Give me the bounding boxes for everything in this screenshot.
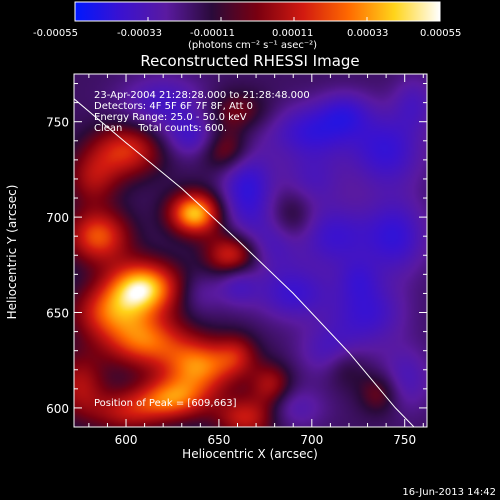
colorbar-frame <box>74 1 441 22</box>
colorbar-tick-label: -0.00011 <box>190 28 235 39</box>
info-block: 23-Apr-2004 21:28:28.000 to 21:28:48.000… <box>94 90 310 134</box>
plot-frame <box>73 73 428 428</box>
peak-position-label: Position of Peak = [609,663] <box>94 398 237 409</box>
colorbar-tick-label: 0.00011 <box>272 28 313 39</box>
colorbar-tick-label: 0.00055 <box>420 28 461 39</box>
info-line-energy: Energy Range: 25.0 - 50.0 keV <box>94 112 247 123</box>
y-tick-label: 600 <box>46 402 69 416</box>
footer-date: 16-Jun-2013 14:42 <box>402 487 496 498</box>
colorbar-unit-label: (photons cm⁻² s⁻¹ asec⁻²) <box>188 40 317 51</box>
colorbar-tick-label: 0.00033 <box>347 28 388 39</box>
colorbar-tick-label: -0.00033 <box>117 28 162 39</box>
y-tick-label: 750 <box>46 116 69 130</box>
info-line-time: 23-Apr-2004 21:28:28.000 to 21:28:48.000 <box>94 90 310 101</box>
colorbar-tick-label: -0.00055 <box>33 28 78 39</box>
plot-area <box>74 74 427 427</box>
axis-ticks: 600 650 700 750 600 650 700 750 <box>46 74 427 447</box>
x-tick-label: 650 <box>207 433 230 447</box>
y-tick-label: 700 <box>46 211 69 225</box>
info-line-detectors: Detectors: 4F 5F 6F 7F 8F, Att 0 <box>94 101 253 112</box>
chart-title: Reconstructed RHESSI Image <box>140 52 359 70</box>
y-axis-label: Heliocentric Y (arcsec) <box>5 185 19 320</box>
x-axis-label: Heliocentric X (arcsec) <box>182 447 318 461</box>
x-tick-label: 700 <box>300 433 323 447</box>
y-tick-label: 650 <box>46 307 69 321</box>
heatmap-image <box>74 74 427 427</box>
x-tick-label: 750 <box>393 433 416 447</box>
x-tick-label: 600 <box>115 433 138 447</box>
info-line-clean: Clean Total counts: 600. <box>94 123 227 134</box>
colorbar: -0.00055 -0.00033 -0.00011 0.00011 0.000… <box>33 1 461 51</box>
colorbar-ticks <box>74 17 441 21</box>
colorbar-gradient <box>75 2 440 21</box>
solar-limb-line <box>74 98 415 427</box>
